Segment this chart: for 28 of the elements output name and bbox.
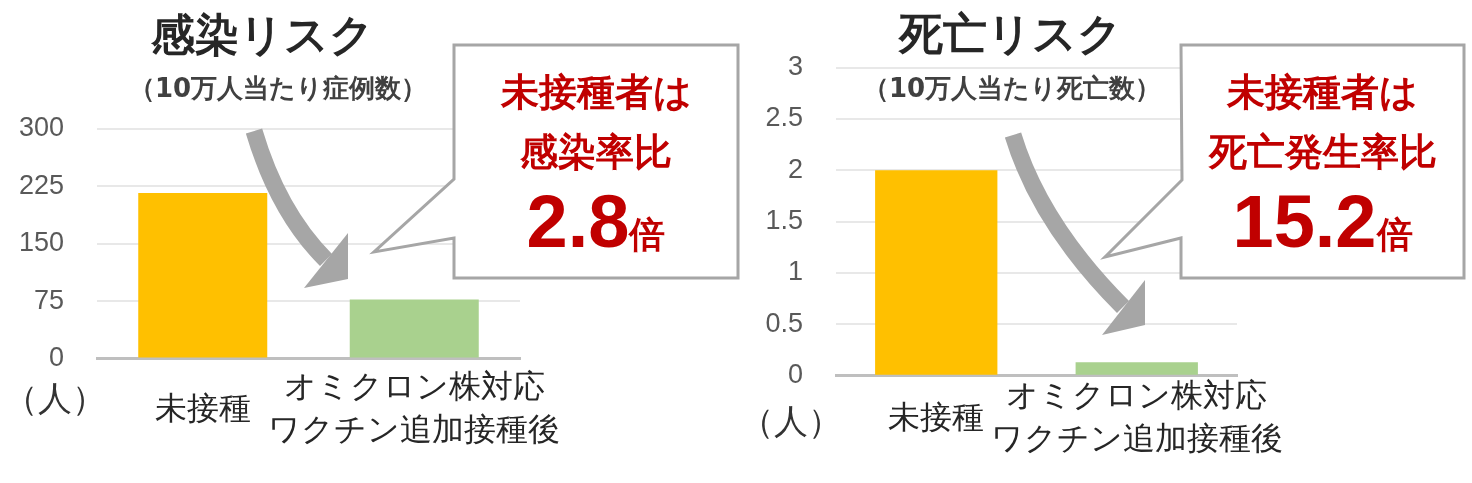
annotation: 未接種者は <box>1227 68 1418 116</box>
y-tick-label: 0 <box>787 359 803 390</box>
chart-title: 感染リスク <box>150 9 374 60</box>
y-tick-label: 225 <box>18 169 64 200</box>
y-tick-label: 0.5 <box>765 307 803 338</box>
annotation: 死亡発生率比 <box>1208 129 1437 174</box>
chart-subtitle: （10万人当たり死亡数） <box>862 73 1162 105</box>
y-tick-label: 150 <box>18 227 64 258</box>
annotation: 15.2倍 <box>1232 179 1413 265</box>
y-tick-label: 3 <box>787 51 803 82</box>
y-tick-label: 0 <box>48 342 64 373</box>
y-tick-label: 75 <box>33 284 64 315</box>
y-tick-label: 300 <box>18 112 64 143</box>
y-tick-label: 1 <box>787 256 803 287</box>
y-tick-label: 2.5 <box>765 102 803 133</box>
annotation: 感染率比 <box>520 129 672 174</box>
y-tick-label: 2 <box>787 153 803 184</box>
y-tick-label: 1.5 <box>765 205 803 236</box>
x-tick-label: オミクロン株対応ワクチン追加接種後 <box>268 366 561 449</box>
text: 2.8倍 <box>526 179 666 265</box>
chart-title: 死亡リスク <box>898 8 1122 59</box>
x-tick-label: オミクロン株対応ワクチン追加接種後 <box>990 376 1283 458</box>
chart-subtitle: （10万人当たり症例数） <box>128 73 428 105</box>
text: 未接種者は <box>500 68 692 116</box>
x-tick-label: 未接種 <box>888 397 985 436</box>
y-axis-title: （人） <box>740 401 842 441</box>
x-tick-label: 未接種 <box>154 388 251 427</box>
y-axis-title: （人） <box>4 378 106 418</box>
